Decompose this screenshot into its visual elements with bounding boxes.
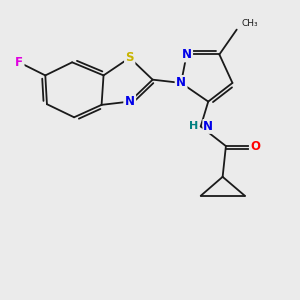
Text: O: O [250,140,260,153]
Text: N: N [125,95,135,108]
Text: N: N [176,76,186,89]
Text: N: N [182,48,192,61]
Text: S: S [125,51,134,64]
Text: CH₃: CH₃ [242,19,258,28]
Text: H: H [189,122,198,131]
Text: F: F [15,56,23,69]
Text: N: N [203,120,213,133]
